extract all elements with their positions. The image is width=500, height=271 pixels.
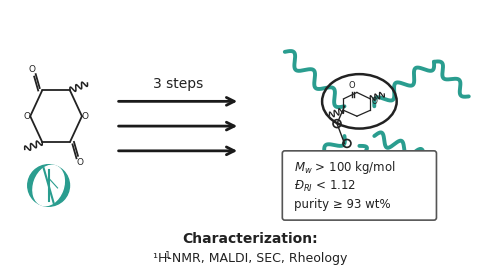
FancyBboxPatch shape	[282, 151, 436, 220]
Text: O: O	[82, 112, 89, 121]
Text: ¹H-NMR, MALDI, SEC, Rheology: ¹H-NMR, MALDI, SEC, Rheology	[153, 252, 347, 265]
Text: O: O	[372, 97, 377, 106]
Text: 1: 1	[165, 251, 171, 260]
Text: $\it{Đ}$$_{RI}$ < 1.12: $\it{Đ}$$_{RI}$ < 1.12	[294, 178, 356, 193]
Text: purity ≥ 93 wt%: purity ≥ 93 wt%	[294, 198, 390, 211]
Text: 3 steps: 3 steps	[153, 77, 203, 91]
Text: Characterization:: Characterization:	[182, 232, 318, 246]
Circle shape	[28, 165, 70, 206]
Text: O: O	[76, 158, 84, 167]
Text: O: O	[23, 112, 30, 121]
Text: $M_w$ > 100 kg/mol: $M_w$ > 100 kg/mol	[294, 159, 396, 176]
Ellipse shape	[33, 165, 64, 206]
Text: O: O	[28, 65, 35, 74]
Polygon shape	[38, 170, 58, 201]
Text: O: O	[348, 81, 355, 90]
